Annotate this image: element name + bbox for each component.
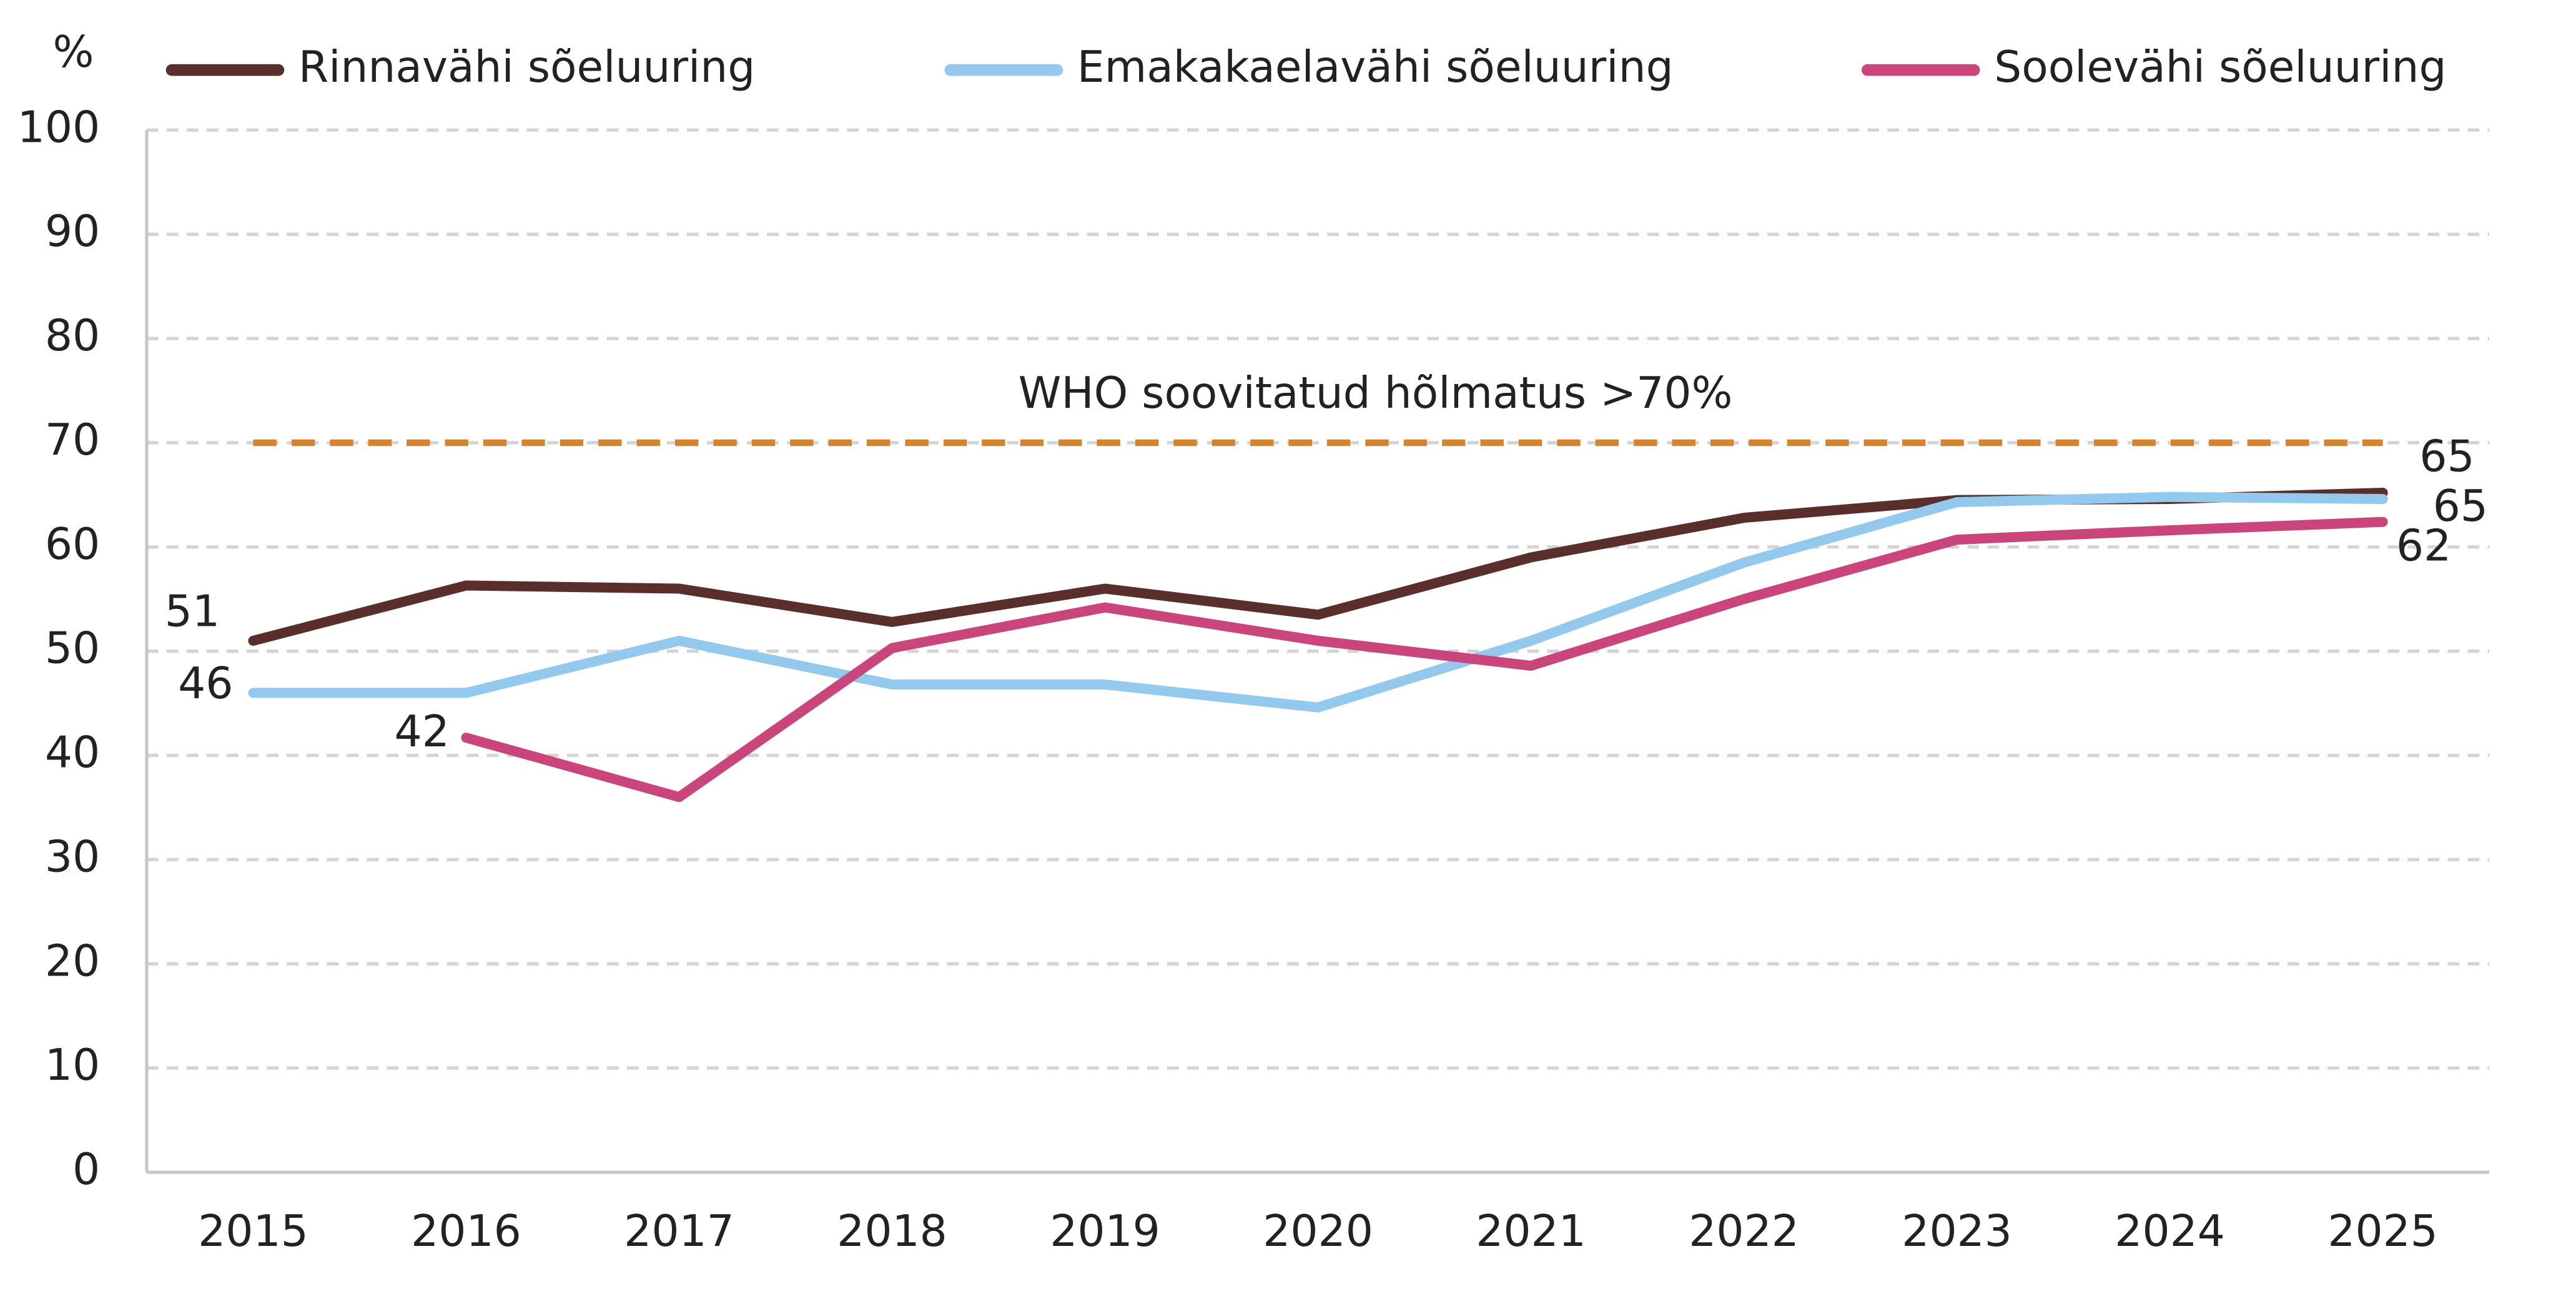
data-label: 65	[2419, 432, 2474, 482]
x-tick-label: 2015	[198, 1207, 308, 1257]
y-axis-label: %	[53, 27, 94, 77]
y-tick-label: 90	[45, 207, 100, 257]
y-tick-label: 0	[72, 1145, 100, 1195]
y-tick-label: 80	[45, 311, 100, 361]
data-label: 42	[394, 707, 449, 757]
x-tick-label: 2016	[411, 1207, 521, 1257]
x-tick-label: 2021	[1476, 1207, 1586, 1257]
series-line	[248, 488, 2388, 646]
y-tick-label: 40	[45, 728, 100, 778]
x-tick-label: 2023	[1902, 1207, 2012, 1257]
x-tick-label: 2022	[1689, 1207, 1799, 1257]
y-tick-label: 70	[45, 415, 100, 465]
legend-label: Soolevähi sõeluuring	[1994, 42, 2446, 92]
data-label: 51	[165, 586, 220, 636]
legend-label: Rinnavähi sõeluuring	[299, 42, 755, 92]
data-label: 62	[2396, 521, 2451, 571]
x-tick-label: 2020	[1263, 1207, 1373, 1257]
legend-label: Emakakaelavähi sõeluuring	[1077, 42, 1674, 92]
x-tick-label: 2018	[837, 1207, 947, 1257]
series-line	[461, 516, 2388, 803]
x-tick-label: 2017	[624, 1207, 734, 1257]
series-line	[248, 491, 2388, 713]
y-tick-label: 100	[17, 102, 100, 152]
y-tick-label: 60	[45, 520, 100, 570]
x-tick-label: 2024	[2115, 1207, 2225, 1257]
data-label: 46	[178, 659, 233, 709]
y-tick-label: 10	[45, 1040, 100, 1090]
x-tick-label: 2025	[2327, 1207, 2438, 1257]
reference-label: WHO soovitatud hõlmatus >70%	[1019, 368, 1733, 418]
y-tick-label: 50	[45, 624, 100, 674]
y-tick-label: 30	[45, 832, 100, 882]
y-tick-label: 20	[45, 936, 100, 986]
data-label: 65	[2433, 482, 2488, 531]
x-tick-label: 2019	[1050, 1207, 1160, 1257]
